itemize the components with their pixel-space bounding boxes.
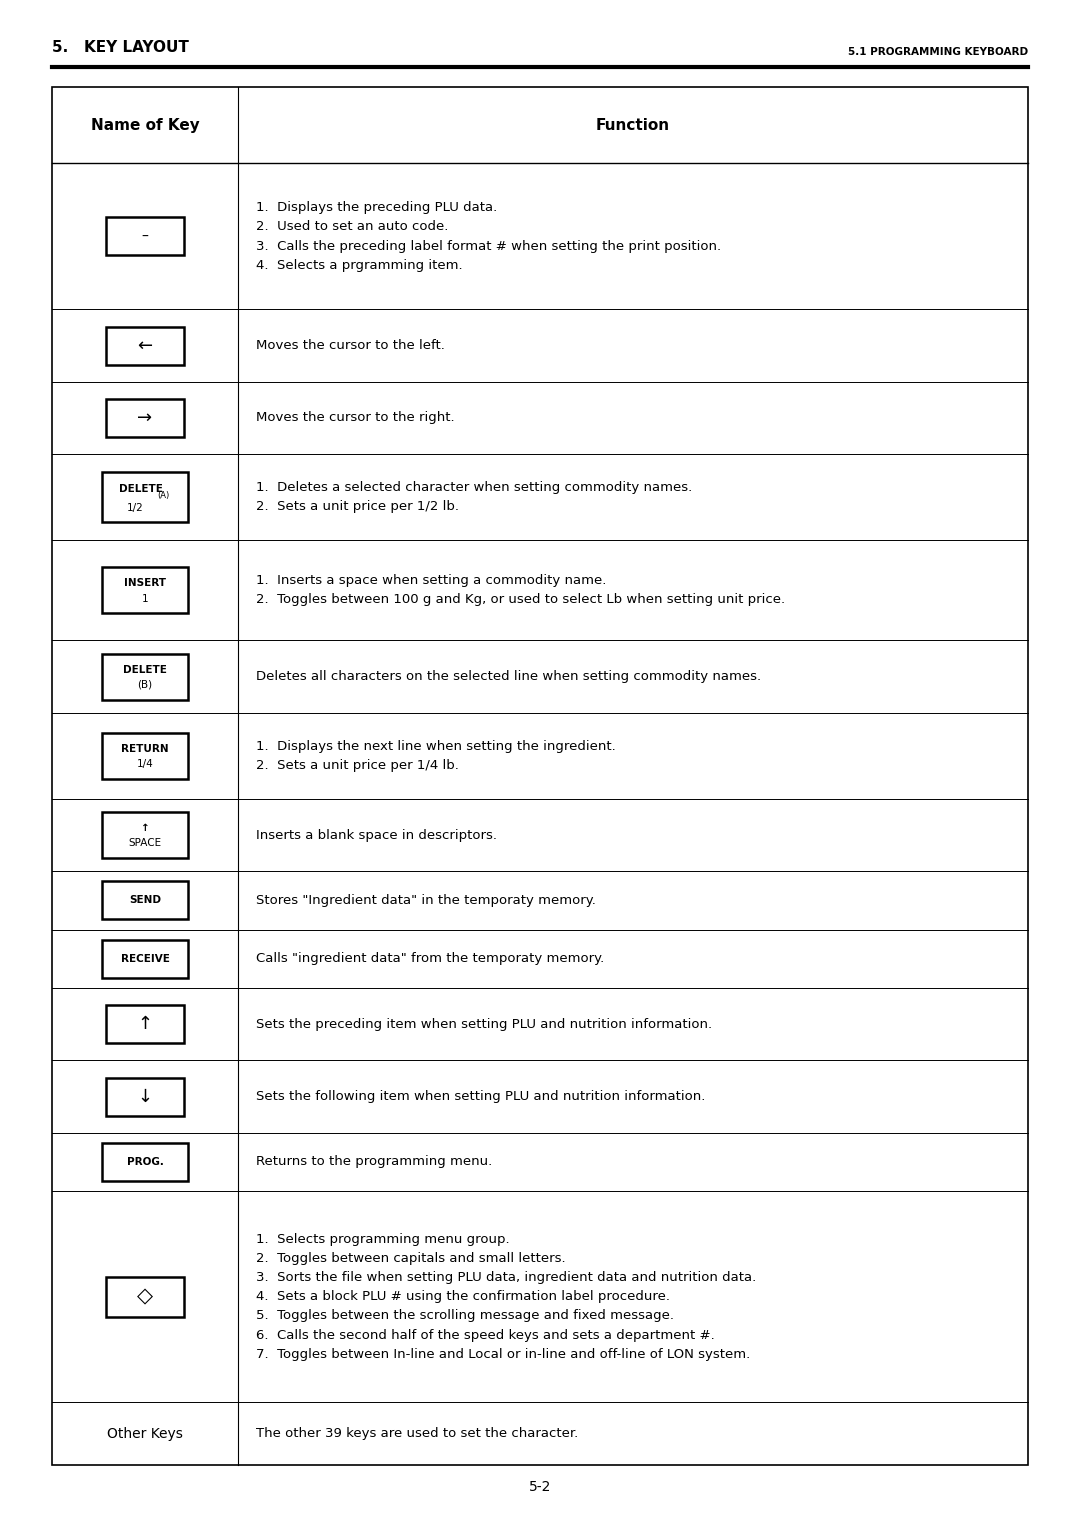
Bar [106,326,184,364]
Text: Stores "Ingredient data" in the temporaty memory.: Stores "Ingredient data" in the temporat… [256,894,596,907]
Bar [103,654,188,700]
Text: Moves the cursor to the left.: Moves the cursor to the left. [256,339,445,352]
Text: →: → [137,409,152,427]
Text: 1.  Displays the preceding PLU data.: 1. Displays the preceding PLU data. [256,201,497,214]
Text: 7.  Toggles between In-line and Local or in-line and off-line of LON system.: 7. Toggles between In-line and Local or … [256,1348,751,1360]
Bar [103,1142,188,1180]
Text: DELETE: DELETE [119,485,163,494]
Text: PROG.: PROG. [126,1157,163,1167]
Text: ◇: ◇ [137,1287,153,1307]
Text: Function: Function [596,117,670,133]
Text: 1.  Inserts a space when setting a commodity name.: 1. Inserts a space when setting a commod… [256,575,606,587]
Text: Inserts a blank space in descriptors.: Inserts a blank space in descriptors. [256,828,497,842]
Text: SEND: SEND [129,895,161,906]
Bar [103,813,188,859]
Text: Sets the following item when setting PLU and nutrition information.: Sets the following item when setting PLU… [256,1090,705,1103]
Text: 6.  Calls the second half of the speed keys and sets a department #.: 6. Calls the second half of the speed ke… [256,1328,715,1342]
Text: 1: 1 [141,593,148,604]
Text: Calls "ingredient data" from the temporaty memory.: Calls "ingredient data" from the tempora… [256,952,604,965]
Text: 5-2: 5-2 [529,1479,551,1494]
Text: –: – [141,229,148,244]
Bar [106,1005,184,1043]
Text: 3.  Sorts the file when setting PLU data, ingredient data and nutrition data.: 3. Sorts the file when setting PLU data,… [256,1270,756,1284]
Bar [103,567,188,613]
Text: 2.  Used to set an auto code.: 2. Used to set an auto code. [256,221,448,233]
Text: 5.1 PROGRAMMING KEYBOARD: 5.1 PROGRAMMING KEYBOARD [848,47,1028,56]
Text: 5.   KEY LAYOUT: 5. KEY LAYOUT [52,40,189,55]
Bar [103,734,188,779]
Text: RECEIVE: RECEIVE [121,953,170,964]
Text: 1/2: 1/2 [126,503,144,514]
Text: ↓: ↓ [137,1087,152,1106]
Text: 2.  Toggles between 100 g and Kg, or used to select Lb when setting unit price.: 2. Toggles between 100 g and Kg, or used… [256,593,785,607]
Bar [103,881,188,920]
Text: DELETE: DELETE [123,665,167,674]
Text: 1.  Displays the next line when setting the ingredient.: 1. Displays the next line when setting t… [256,740,616,753]
Text: 1.  Deletes a selected character when setting commodity names.: 1. Deletes a selected character when set… [256,480,692,494]
Text: Name of Key: Name of Key [91,117,200,133]
Bar [106,218,184,256]
Text: 1.  Selects programming menu group.: 1. Selects programming menu group. [256,1232,510,1246]
Text: Sets the preceding item when setting PLU and nutrition information.: Sets the preceding item when setting PLU… [256,1017,712,1031]
Text: 2.  Toggles between capitals and small letters.: 2. Toggles between capitals and small le… [256,1252,566,1264]
Text: 1/4: 1/4 [137,759,153,769]
Text: 2.  Sets a unit price per 1/2 lb.: 2. Sets a unit price per 1/2 lb. [256,500,459,514]
Text: Deletes all characters on the selected line when setting commodity names.: Deletes all characters on the selected l… [256,669,761,683]
Text: 4.  Sets a block PLU # using the confirmation label procedure.: 4. Sets a block PLU # using the confirma… [256,1290,670,1304]
Text: RETURN: RETURN [121,744,168,753]
Text: ↑: ↑ [137,1016,152,1034]
Bar [103,939,188,978]
Text: ↑: ↑ [140,824,149,833]
Text: (B): (B) [137,680,152,689]
Text: Returns to the programming menu.: Returns to the programming menu. [256,1156,492,1168]
Bar [106,400,184,438]
Text: Other Keys: Other Keys [107,1427,183,1441]
Bar [103,473,188,522]
Bar [106,1078,184,1115]
Text: 3.  Calls the preceding label format # when setting the print position.: 3. Calls the preceding label format # wh… [256,239,721,253]
Bar [106,1276,184,1316]
Text: (A): (A) [158,491,170,500]
Text: SPACE: SPACE [129,839,162,848]
Text: 2.  Sets a unit price per 1/4 lb.: 2. Sets a unit price per 1/4 lb. [256,759,459,772]
Text: INSERT: INSERT [124,578,166,589]
Text: ←: ← [137,337,152,355]
Text: 5.  Toggles between the scrolling message and fixed message.: 5. Toggles between the scrolling message… [256,1310,674,1322]
Text: Moves the cursor to the right.: Moves the cursor to the right. [256,412,455,424]
Text: 4.  Selects a prgramming item.: 4. Selects a prgramming item. [256,259,462,271]
Text: The other 39 keys are used to set the character.: The other 39 keys are used to set the ch… [256,1427,578,1440]
